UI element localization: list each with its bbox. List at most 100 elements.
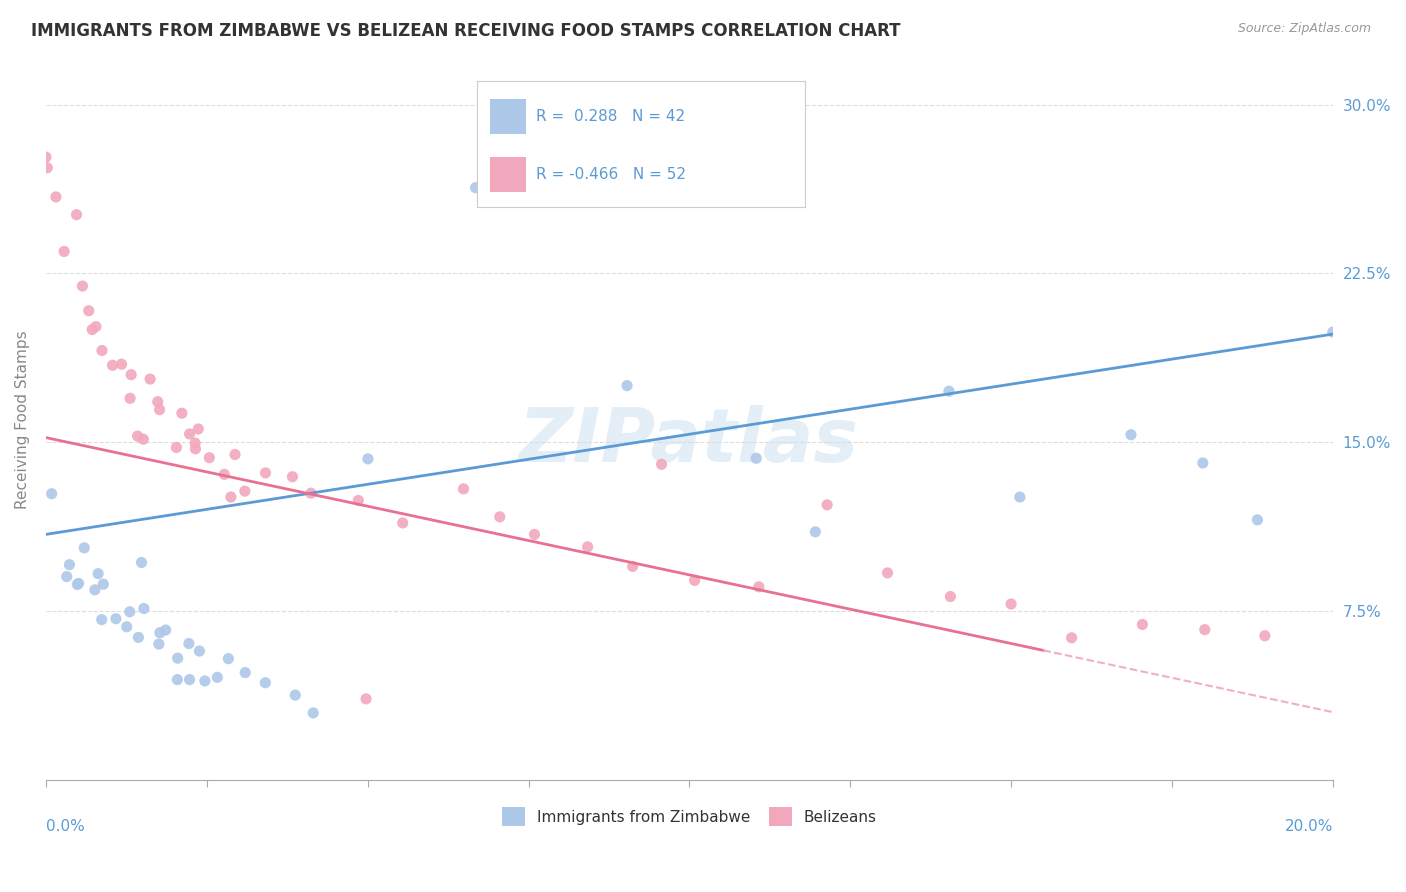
Point [284,688,307,702]
Point [41,487,63,501]
Y-axis label: Receiving Food Stamps: Receiving Food Stamps [15,330,30,509]
Point [37,161,59,175]
Point [357,451,380,466]
Point [73,541,96,555]
Point [1060,631,1083,645]
Point [224,448,246,462]
Point [58,558,80,572]
Point [198,450,221,465]
Point [1194,623,1216,637]
Point [1132,617,1154,632]
Point [576,540,599,554]
Legend: Immigrants from Zimbabwe, Belizeans: Immigrants from Zimbabwe, Belizeans [502,807,877,826]
Point [815,498,838,512]
Point [651,458,673,472]
Point [1008,490,1031,504]
Point [90,613,112,627]
Point [621,559,644,574]
Point [281,469,304,483]
Point [184,436,207,450]
Point [938,384,960,399]
Point [217,651,239,665]
Point [170,406,193,420]
Point [120,391,142,405]
Point [939,590,962,604]
Point [35,150,58,164]
Point [1246,513,1268,527]
Point [132,601,155,615]
Point [187,422,209,436]
Text: Source: ZipAtlas.com: Source: ZipAtlas.com [1237,22,1371,36]
Point [616,378,638,392]
Point [347,493,370,508]
Point [254,675,277,690]
Point [233,484,256,499]
Point [453,482,475,496]
Text: IMMIGRANTS FROM ZIMBABWE VS BELIZEAN RECEIVING FOOD STAMPS CORRELATION CHART: IMMIGRANTS FROM ZIMBABWE VS BELIZEAN REC… [31,22,900,40]
Point [194,673,217,688]
Point [72,279,94,293]
Point [120,368,142,382]
Point [683,574,706,588]
Point [804,524,827,539]
Point [104,612,127,626]
Point [146,394,169,409]
Point [82,322,104,336]
Point [91,343,114,358]
Point [391,516,413,530]
Point [132,432,155,446]
Point [1254,629,1277,643]
Point [101,358,124,372]
Point [127,631,149,645]
Point [179,673,201,687]
Point [131,556,153,570]
Point [299,486,322,500]
Point [219,490,242,504]
Point [1000,597,1022,611]
Text: 0.0%: 0.0% [46,819,84,834]
Point [488,509,510,524]
Point [53,244,76,259]
Point [83,582,105,597]
Point [464,180,486,194]
Point [748,580,770,594]
Point [87,566,110,581]
Point [177,636,200,650]
Point [65,208,87,222]
Point [127,429,149,443]
Point [149,625,172,640]
Point [139,372,162,386]
Point [233,665,256,680]
Point [1192,456,1215,470]
Point [148,637,170,651]
Point [91,577,114,591]
Point [166,673,188,687]
Point [523,527,546,541]
Point [1119,427,1142,442]
Point [188,644,211,658]
Text: ZIPatlas: ZIPatlas [519,405,859,478]
Point [876,566,898,580]
Point [55,569,77,583]
Point [118,605,141,619]
Point [84,319,107,334]
Point [155,623,177,637]
Point [166,651,188,665]
Point [1322,325,1344,339]
Point [254,466,277,480]
Point [110,357,132,371]
Point [67,576,90,591]
Point [77,303,100,318]
Point [184,442,207,456]
Text: 20.0%: 20.0% [1285,819,1333,834]
Point [165,441,187,455]
Point [179,427,201,442]
Point [66,577,89,591]
Point [354,691,377,706]
Point [214,467,236,482]
Point [148,402,170,417]
Point [745,451,768,466]
Point [115,620,138,634]
Point [302,706,325,720]
Point [207,670,229,684]
